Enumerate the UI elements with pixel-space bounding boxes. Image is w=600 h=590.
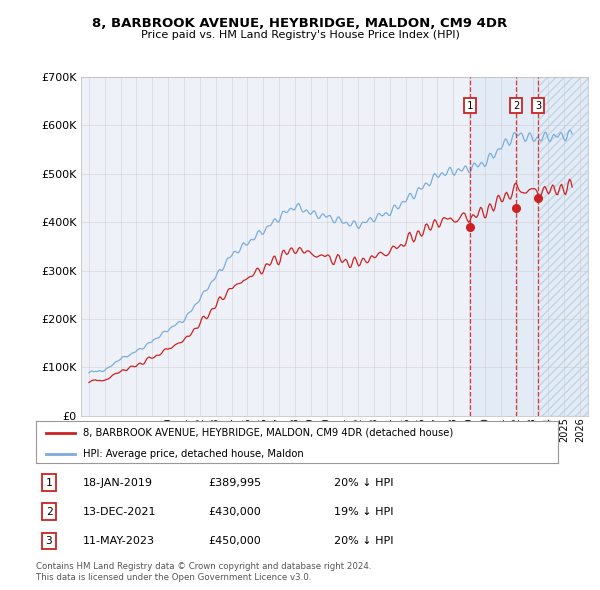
Text: 11-MAY-2023: 11-MAY-2023 bbox=[83, 536, 155, 546]
Text: £389,995: £389,995 bbox=[208, 477, 262, 487]
Bar bbox=[538, 77, 588, 416]
Text: 1: 1 bbox=[46, 477, 52, 487]
Text: 20% ↓ HPI: 20% ↓ HPI bbox=[334, 536, 393, 546]
Text: 19% ↓ HPI: 19% ↓ HPI bbox=[334, 507, 393, 517]
Text: 3: 3 bbox=[46, 536, 52, 546]
Text: 2: 2 bbox=[46, 507, 52, 517]
Text: £450,000: £450,000 bbox=[208, 536, 261, 546]
Text: HPI: Average price, detached house, Maldon: HPI: Average price, detached house, Mald… bbox=[83, 449, 304, 459]
Text: Contains HM Land Registry data © Crown copyright and database right 2024.
This d: Contains HM Land Registry data © Crown c… bbox=[36, 562, 371, 582]
Bar bbox=[470, 77, 588, 416]
Text: 8, BARBROOK AVENUE, HEYBRIDGE, MALDON, CM9 4DR: 8, BARBROOK AVENUE, HEYBRIDGE, MALDON, C… bbox=[92, 17, 508, 30]
Text: £430,000: £430,000 bbox=[208, 507, 261, 517]
Text: 1: 1 bbox=[467, 100, 473, 110]
Text: 8, BARBROOK AVENUE, HEYBRIDGE, MALDON, CM9 4DR (detached house): 8, BARBROOK AVENUE, HEYBRIDGE, MALDON, C… bbox=[83, 428, 453, 438]
Text: 18-JAN-2019: 18-JAN-2019 bbox=[83, 477, 153, 487]
Text: 2: 2 bbox=[513, 100, 519, 110]
Text: Price paid vs. HM Land Registry's House Price Index (HPI): Price paid vs. HM Land Registry's House … bbox=[140, 31, 460, 40]
Text: 20% ↓ HPI: 20% ↓ HPI bbox=[334, 477, 393, 487]
Text: 13-DEC-2021: 13-DEC-2021 bbox=[83, 507, 157, 517]
Text: 3: 3 bbox=[535, 100, 542, 110]
